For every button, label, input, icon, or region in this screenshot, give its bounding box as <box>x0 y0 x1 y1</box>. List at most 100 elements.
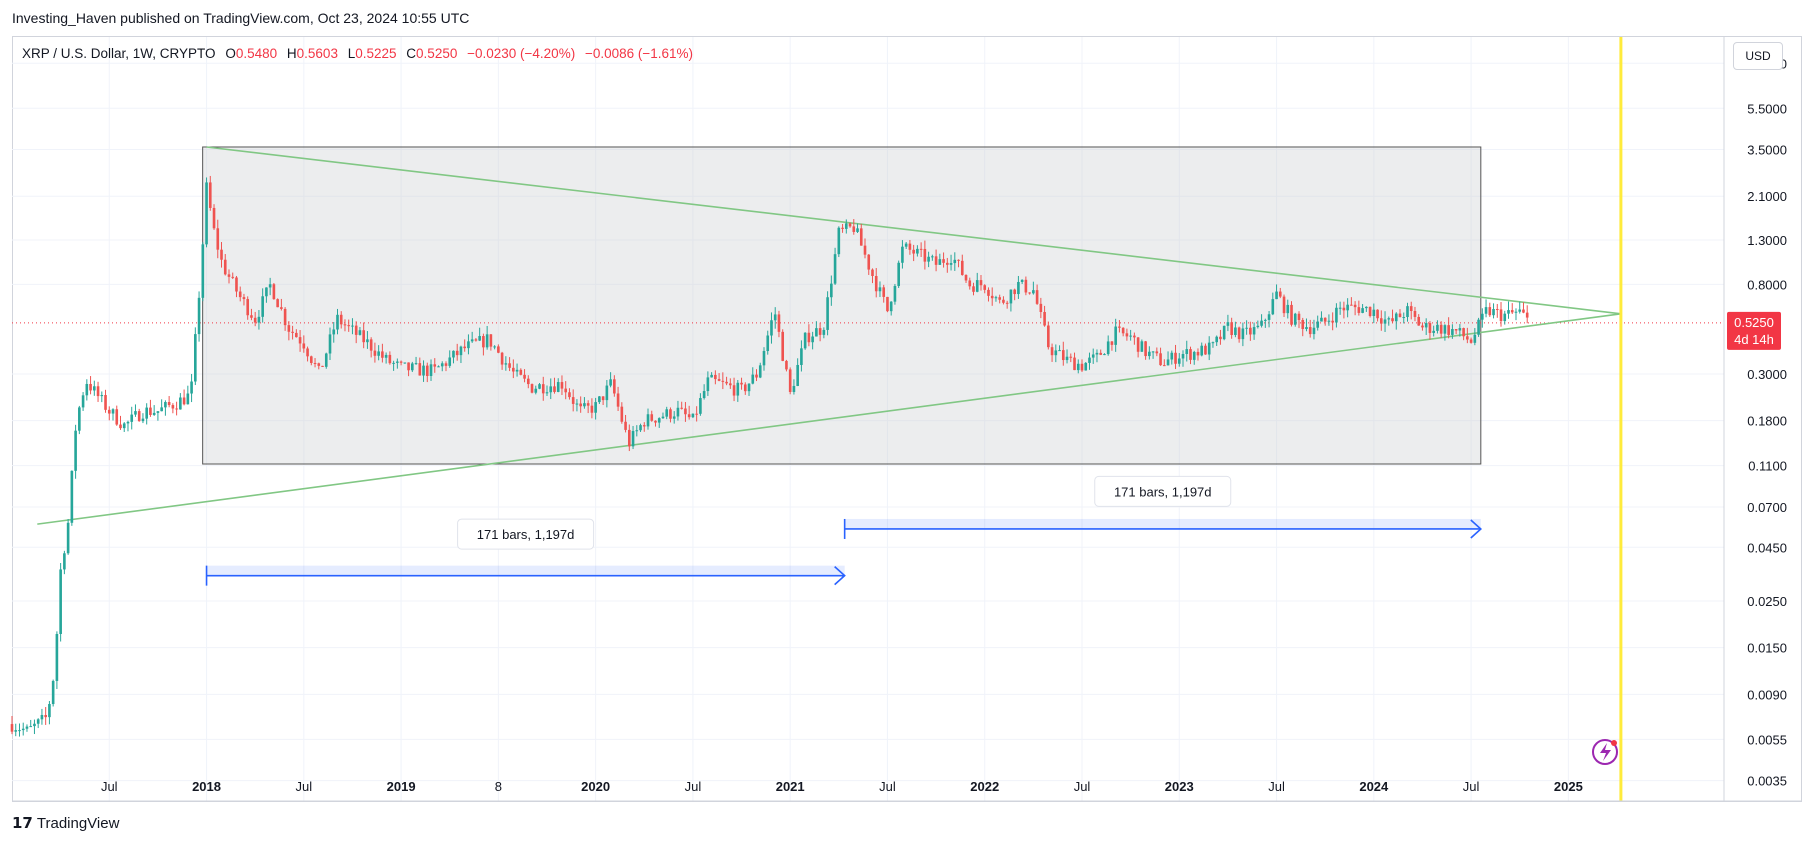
date-range-measure-2[interactable]: 171 bars, 1,197d <box>843 475 1483 539</box>
candle-body <box>788 369 792 392</box>
candle <box>190 373 193 403</box>
candle-body <box>1522 309 1525 313</box>
candle-body <box>968 280 972 287</box>
candle-body <box>1032 290 1035 294</box>
trendline-upper[interactable] <box>206 146 1621 315</box>
candle <box>392 360 395 371</box>
candle-body <box>182 397 186 405</box>
candle <box>452 350 455 364</box>
candle <box>1346 298 1349 318</box>
candle <box>957 259 960 268</box>
time-tick-label: Jul <box>1074 779 1091 794</box>
range-box[interactable] <box>202 146 1482 465</box>
candle-body <box>916 248 919 254</box>
candle-body <box>373 350 377 356</box>
candle <box>796 358 799 387</box>
candle <box>1136 337 1140 358</box>
candle <box>433 358 437 373</box>
candle <box>429 359 433 381</box>
change-value: −0.0230 (−4.20%) <box>467 46 576 61</box>
candle-body <box>553 386 556 392</box>
candle <box>1264 318 1267 328</box>
candle <box>1230 317 1233 339</box>
time-tick-label: 2022 <box>970 779 999 794</box>
trendline-lower[interactable] <box>37 312 1621 525</box>
candle-body <box>998 297 1002 300</box>
candle <box>302 335 306 353</box>
high-value: 0.5603 <box>296 46 338 61</box>
candle-body <box>287 325 291 332</box>
candle <box>848 222 852 228</box>
candle <box>208 175 212 211</box>
price-tick-label: 3.5000 <box>1747 143 1787 158</box>
candle-body <box>1447 325 1450 335</box>
candle-body <box>1076 363 1080 371</box>
replay-icon[interactable] <box>1592 739 1618 765</box>
candle <box>672 411 676 424</box>
candle-body <box>66 522 70 554</box>
candle <box>523 369 526 383</box>
candle-body <box>751 374 755 384</box>
candle <box>942 252 945 268</box>
candle <box>201 242 205 302</box>
candle <box>130 406 134 430</box>
candle-body <box>377 351 380 356</box>
candle <box>1301 317 1305 337</box>
candle <box>1409 301 1413 320</box>
candle <box>826 291 829 336</box>
candle-body <box>975 280 979 292</box>
candle-body <box>1335 307 1338 323</box>
candle-body <box>721 380 725 382</box>
candle <box>336 308 339 335</box>
candle-body <box>257 316 261 323</box>
candle <box>687 405 691 420</box>
candle-body <box>957 259 960 261</box>
candle <box>1091 348 1095 364</box>
candle <box>1368 306 1372 318</box>
candle <box>59 562 62 642</box>
candle-body <box>141 418 145 422</box>
candle <box>859 223 863 246</box>
candle-body <box>1394 313 1398 322</box>
candle <box>1402 312 1406 324</box>
candle-body <box>343 324 347 326</box>
candle-body <box>33 723 36 727</box>
candle-body <box>227 274 231 277</box>
time-tick-label: 2023 <box>1165 779 1194 794</box>
candle <box>575 399 579 412</box>
candle <box>620 402 624 424</box>
candle <box>1249 321 1252 341</box>
candle-body <box>949 263 953 265</box>
candle <box>377 345 380 361</box>
date-range-measure-1[interactable]: 171 bars, 1,197d <box>205 518 846 586</box>
candle-body <box>485 334 489 348</box>
tradingview-logo[interactable]: 17 TradingView <box>12 814 119 832</box>
candle <box>1473 328 1477 346</box>
close-value: 0.5250 <box>416 46 458 61</box>
candle <box>751 367 755 385</box>
candle-body <box>1525 312 1529 318</box>
candle <box>36 718 40 729</box>
candle-body <box>882 287 886 297</box>
candle <box>538 383 541 390</box>
candle-body <box>897 262 900 286</box>
currency-button[interactable]: USD <box>1733 42 1783 70</box>
candle <box>1510 303 1514 314</box>
candle-body <box>1275 291 1278 300</box>
candle-body <box>1361 308 1364 313</box>
candle-body <box>1278 291 1282 297</box>
candle <box>897 260 900 289</box>
candle-body <box>1219 336 1222 340</box>
candle <box>478 327 481 342</box>
candle-body <box>201 244 205 298</box>
candle <box>1286 299 1290 319</box>
candle <box>657 417 661 428</box>
candle <box>568 388 571 400</box>
candle <box>1196 348 1200 361</box>
last-price-value: 0.5250 <box>1734 315 1774 330</box>
candle <box>919 242 923 258</box>
candle <box>1342 301 1346 319</box>
candle <box>1290 301 1293 327</box>
symbol-title[interactable]: XRP / U.S. Dollar, 1W, CRYPTO <box>22 46 216 61</box>
